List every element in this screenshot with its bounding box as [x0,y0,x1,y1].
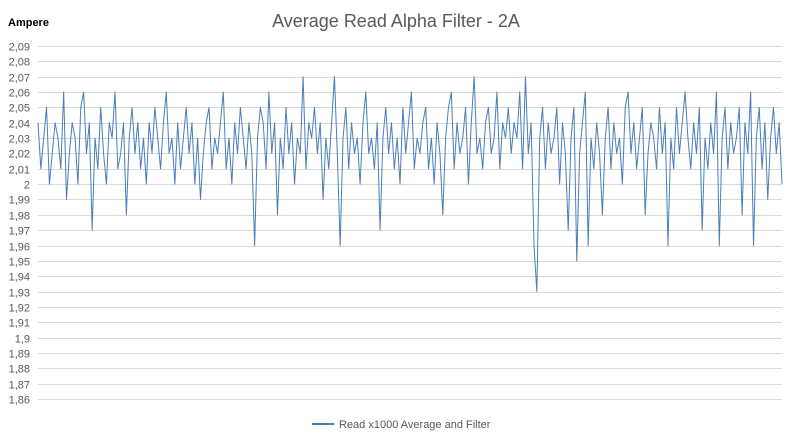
y-tick-label: 2,03 [9,134,30,146]
y-tick-label: 1,97 [9,226,30,238]
y-tick-label: 2,02 [9,149,30,161]
y-tick-label: 1,95 [9,257,30,269]
y-axis-ticks: 1,86 1,87 1,88 1,89 1,9 1,91 1,92 1,93 1,94 1,95 1… [9,42,30,407]
y-tick-label: 2,08 [9,57,30,69]
y-tick-label: 1,93 [9,288,30,300]
y-tick-label: 1,88 [9,364,30,376]
series-layer [37,76,783,293]
legend-label: Read x1000 Average and Filter [339,419,491,431]
y-tick-label: 1,87 [9,380,30,392]
y-tick-label: 2,09 [9,42,30,54]
y-tick-label: 2,05 [9,103,30,115]
y-tick-label: 2 [24,180,30,192]
y-tick-label: 1,89 [9,349,30,361]
series-line [37,76,783,293]
y-tick-label: 1,91 [9,318,30,330]
y-tick-label: 2,01 [9,165,30,177]
y-tick-label: 2,06 [9,88,30,100]
y-axis-label: Ampere [8,17,49,29]
y-tick-label: 1,99 [9,195,30,207]
gridlines [38,46,782,400]
y-tick-label: 1,86 [9,395,30,407]
chart-title: Average Read Alpha Filter - 2A [272,11,520,31]
y-tick-label: 1,96 [9,242,30,254]
y-tick-label: 2,07 [9,73,30,85]
y-tick-label: 1,98 [9,211,30,223]
y-tick-label: 1,94 [9,272,30,284]
y-tick-label: 2,04 [9,119,30,131]
y-tick-label: 1,92 [9,303,30,315]
legend: Read x1000 Average and Filter [312,419,491,431]
y-tick-label: 1,9 [15,334,30,346]
